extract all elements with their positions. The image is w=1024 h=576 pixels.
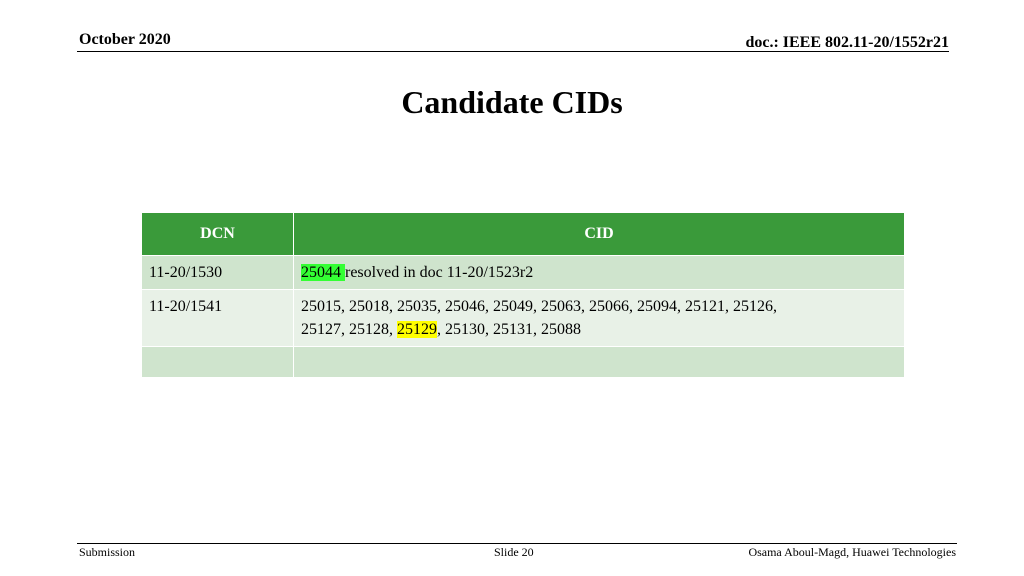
table-row: 11-20/1530 25044 resolved in doc 11-20/1… xyxy=(141,255,905,290)
page-title: Candidate CIDs xyxy=(401,84,623,120)
column-header-cid: CID xyxy=(293,212,905,256)
footer-divider xyxy=(77,543,957,544)
footer-submission: Submission xyxy=(79,545,136,559)
cid-list-line1: 25015, 25018, 25035, 25046, 25049, 25063… xyxy=(301,298,777,315)
header-doc-id: doc.: IEEE 802.11-20/1552r21 xyxy=(745,34,949,51)
highlighted-cid: 25044 xyxy=(301,264,345,281)
table-row xyxy=(141,346,905,378)
cid-cell xyxy=(293,346,905,378)
header-divider xyxy=(77,51,949,52)
table-header-row: DCN CID xyxy=(141,212,905,256)
cid-list-line2-end: , 25130, 25131, 25088 xyxy=(437,321,581,338)
candidate-cids-table: DCN CID 11-20/1530 25044 resolved in doc… xyxy=(141,212,905,378)
column-header-dcn: DCN xyxy=(141,212,294,256)
cid-cell: 25015, 25018, 25035, 25046, 25049, 25063… xyxy=(293,289,905,347)
header-date: October 2020 xyxy=(79,31,171,48)
dcn-cell: 11-20/1541 xyxy=(141,289,294,347)
dcn-cell xyxy=(141,346,294,378)
table-row: 11-20/1541 25015, 25018, 25035, 25046, 2… xyxy=(141,289,905,347)
highlighted-cid: 25129 xyxy=(397,321,437,338)
cid-note: resolved in doc 11-20/1523r2 xyxy=(345,264,534,281)
footer-slide-number: Slide 20 xyxy=(494,545,534,559)
cid-cell: 25044 resolved in doc 11-20/1523r2 xyxy=(293,255,905,290)
dcn-cell: 11-20/1530 xyxy=(141,255,294,290)
footer-author: Osama Aboul-Magd, Huawei Technologies xyxy=(748,545,956,559)
cid-list-line2-start: 25127, 25128, xyxy=(301,321,397,338)
